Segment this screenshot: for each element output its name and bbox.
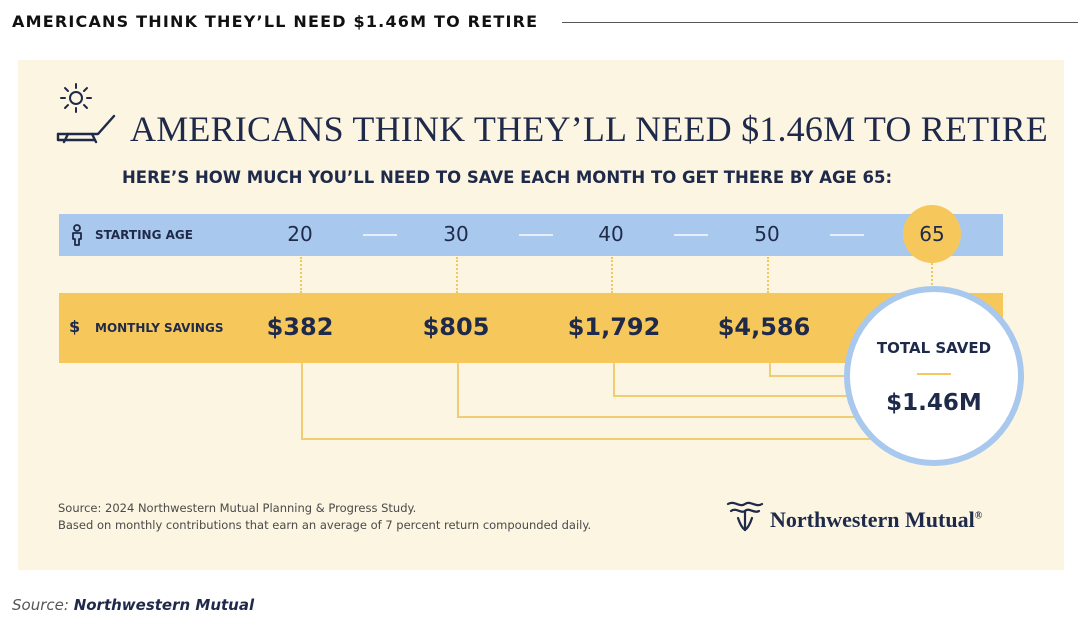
age-value: 40 — [598, 222, 624, 246]
savings-connector-line — [613, 363, 881, 397]
article-header: AMERICANS THINK THEY’LL NEED $1.46M TO R… — [12, 10, 1078, 36]
monthly-saving-value: $4,586 — [717, 313, 811, 341]
monthly-savings-label: MONTHLY SAVINGS — [95, 321, 224, 335]
total-saved-label: TOTAL SAVED — [876, 339, 992, 357]
target-age-value: 65 — [919, 222, 945, 246]
image-source-caption: Source: Northwestern Mutual — [12, 596, 254, 614]
header-rule — [562, 22, 1078, 23]
age-connector-dots — [456, 257, 458, 293]
age-dash — [830, 234, 864, 236]
age-dash — [674, 234, 708, 236]
age-dash — [363, 234, 397, 236]
total-divider — [917, 373, 951, 375]
monthly-savings-band — [59, 293, 1003, 363]
total-saved-value: $1.46M — [886, 390, 982, 416]
total-saved-circle — [844, 286, 1024, 466]
person-icon — [72, 224, 82, 246]
study-source-line: Source: 2024 Northwestern Mutual Plannin… — [58, 501, 417, 515]
age-value: 30 — [443, 222, 469, 246]
sun-icon — [60, 83, 92, 113]
lounge-chair-icon — [56, 114, 116, 144]
savings-connector-line — [457, 363, 881, 418]
age-connector-dots — [767, 257, 769, 293]
savings-connector-line — [769, 363, 881, 377]
dollar-icon: $ — [69, 317, 81, 336]
logo-registered-mark: ® — [974, 510, 983, 522]
logo-name: Northwestern Mutual — [770, 507, 975, 532]
study-method-line: Based on monthly contributions that earn… — [58, 518, 592, 532]
savings-connector-line — [301, 363, 881, 440]
monthly-saving-value: $382 — [266, 313, 334, 341]
infographic-subtitle: HERE’S HOW MUCH YOU’LL NEED TO SAVE EACH… — [122, 168, 893, 187]
article-title: AMERICANS THINK THEY’LL NEED $1.46M TO R… — [12, 12, 539, 31]
monthly-saving-value: $1,792 — [567, 313, 661, 341]
infographic: AMERICANS THINK THEY’LL NEED $1.46M TO R… — [18, 60, 1064, 570]
infographic-title: AMERICANS THINK THEY’LL NEED $1.46M TO R… — [130, 109, 1048, 149]
age-connector-dots — [931, 263, 933, 293]
monthly-saving-value: $805 — [422, 313, 490, 341]
northwestern-mutual-logo-icon — [726, 501, 764, 532]
source-prefix: Source: — [12, 596, 69, 614]
age-connector-dots — [300, 257, 302, 293]
source-link[interactable]: Northwestern Mutual — [73, 596, 255, 614]
age-connector-dots — [611, 257, 613, 293]
age-value: 20 — [287, 222, 313, 246]
age-dash — [519, 234, 553, 236]
age-value: 50 — [754, 222, 780, 246]
starting-age-label: STARTING AGE — [95, 228, 193, 242]
northwestern-mutual-logo-text: Northwestern Mutual® — [770, 507, 982, 533]
target-age-circle — [903, 205, 961, 263]
